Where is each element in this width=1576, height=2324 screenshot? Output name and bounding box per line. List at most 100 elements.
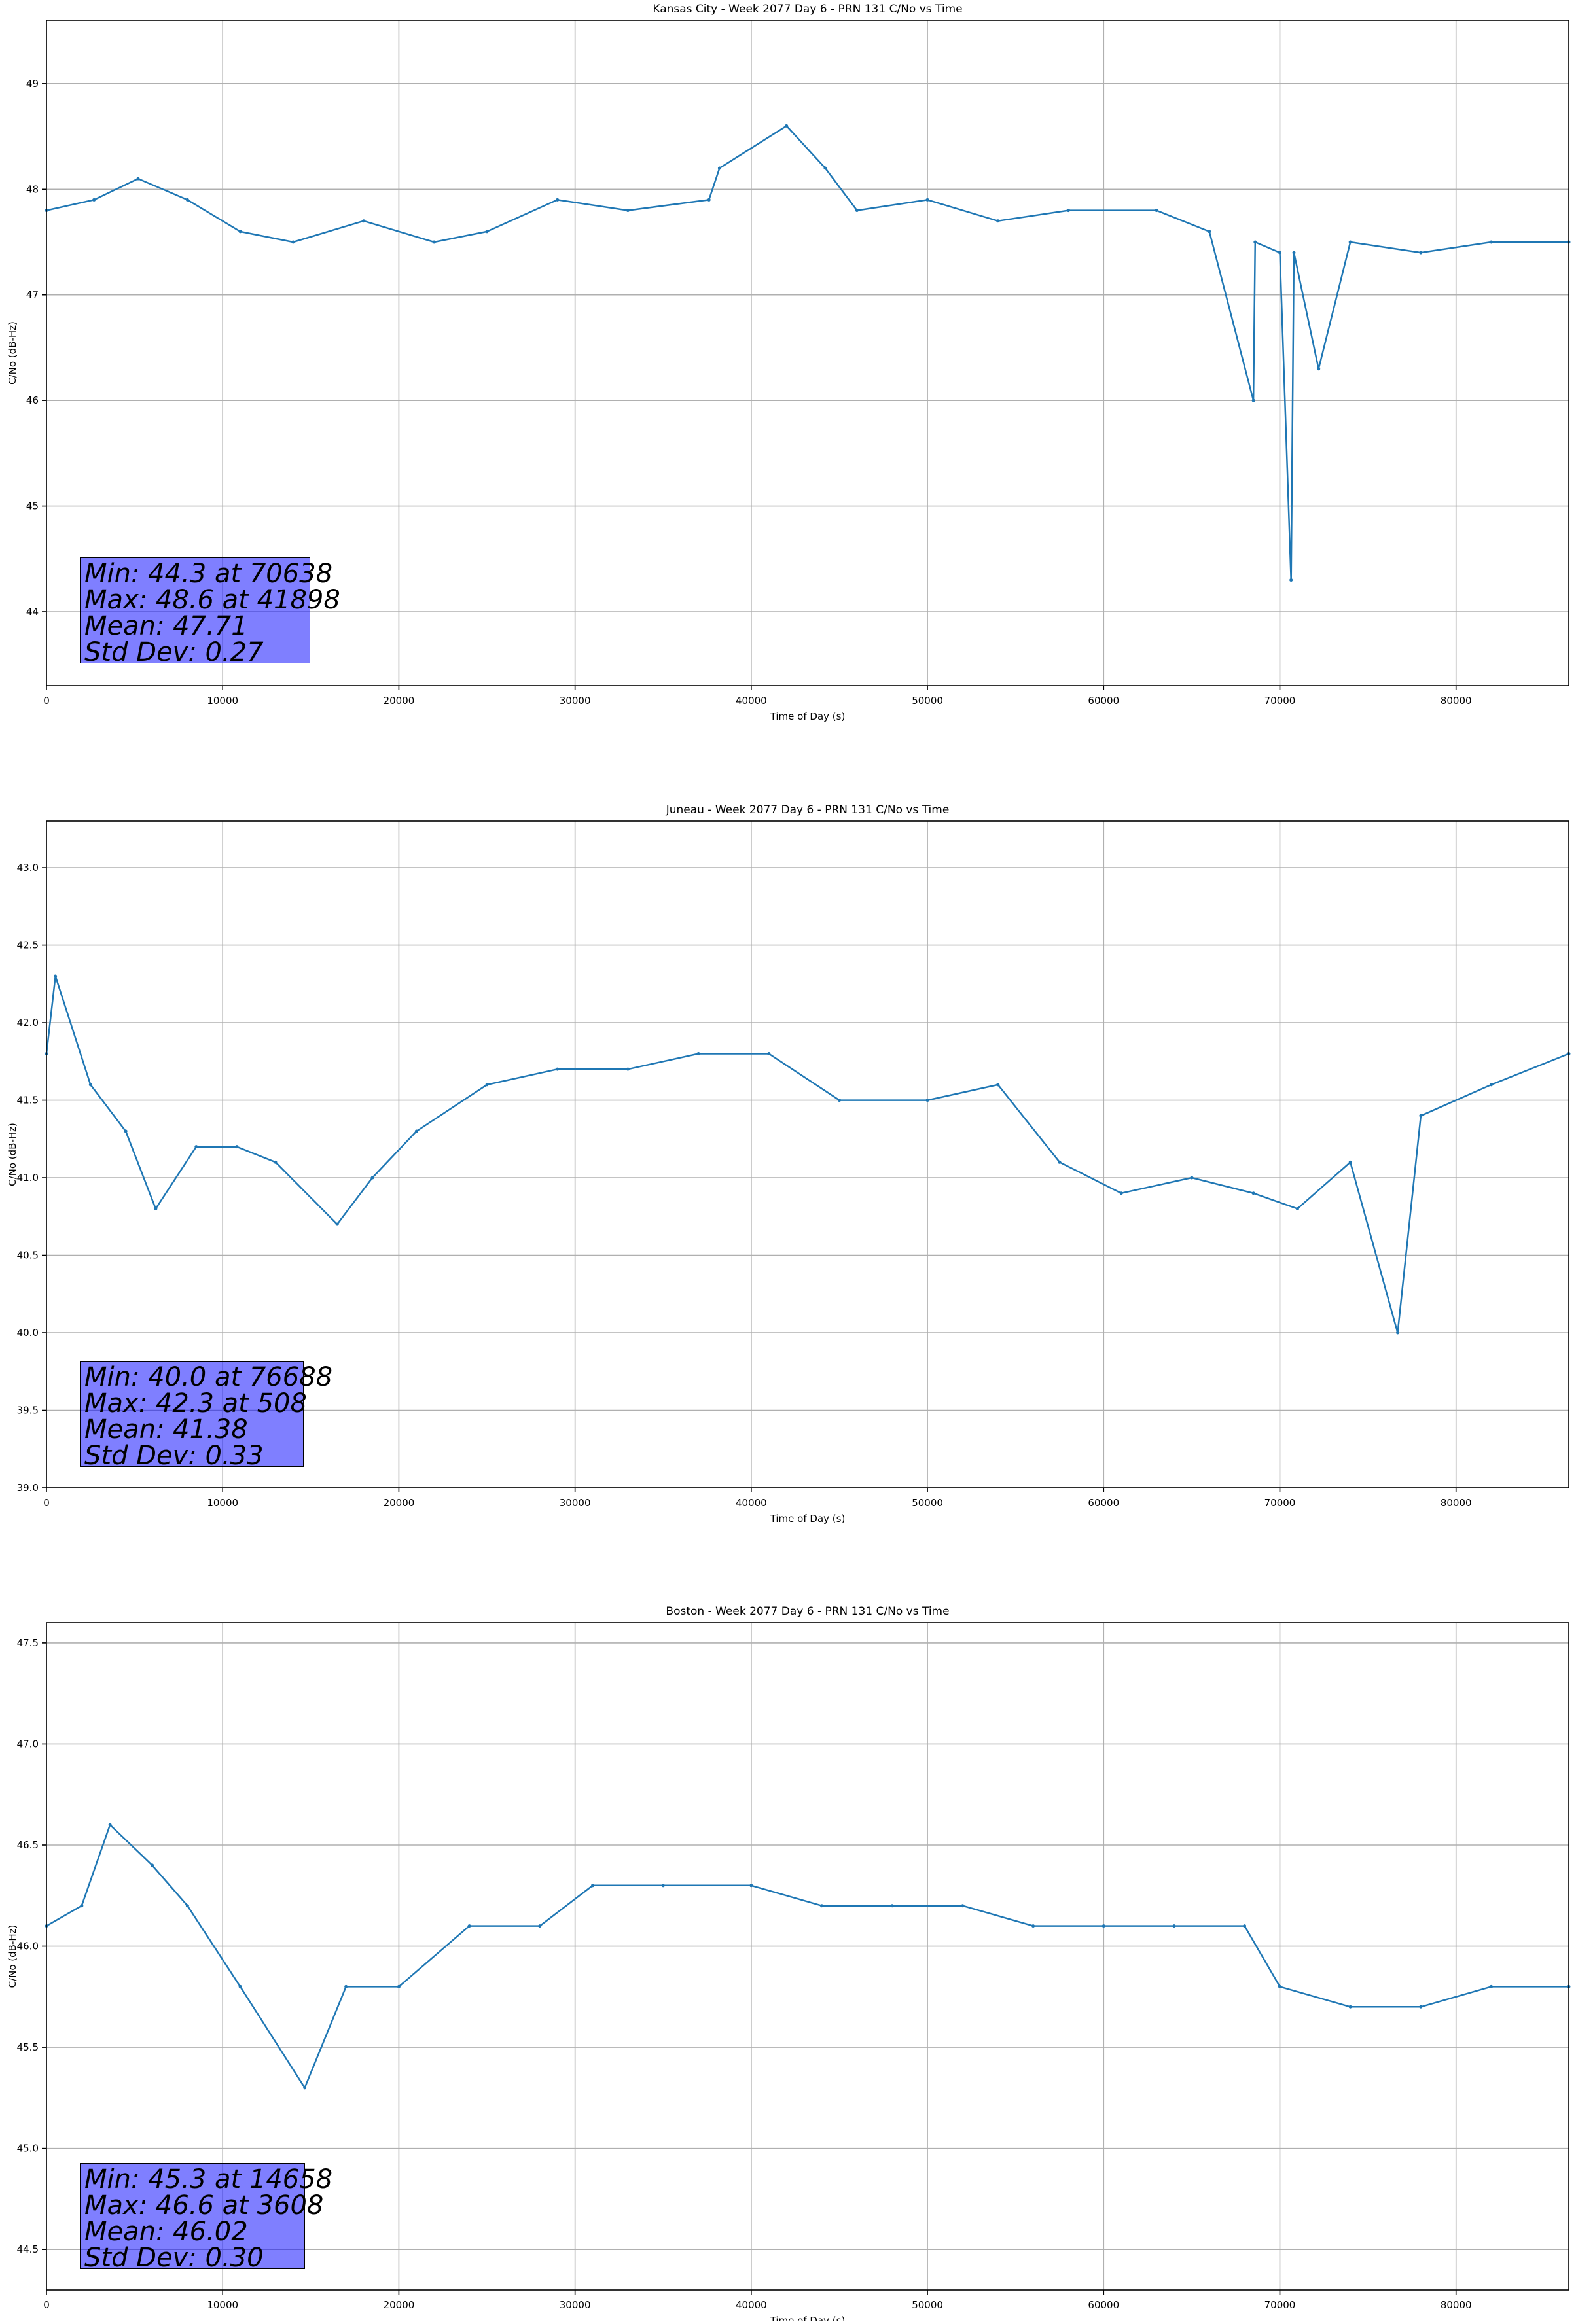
x-tick-label: 80000 xyxy=(1441,2299,1472,2311)
data-point xyxy=(485,230,489,234)
y-tick-label: 42.5 xyxy=(17,940,39,951)
x-tick-label: 20000 xyxy=(384,695,415,707)
data-point xyxy=(538,1924,542,1928)
data-point xyxy=(235,1145,239,1149)
chart-title: Juneau - Week 2077 Day 6 - PRN 131 C/No … xyxy=(666,803,950,817)
axes-frame xyxy=(46,20,1569,686)
y-tick-label: 42.0 xyxy=(17,1017,39,1029)
y-tick-label: 44.5 xyxy=(17,2244,39,2255)
data-point xyxy=(1243,1924,1247,1928)
stats-box-kansas-city: Min: 44.3 at 70638 Max: 48.6 at 41898 Me… xyxy=(80,557,340,667)
stats-mean: Mean: 47.71 xyxy=(84,611,248,641)
x-tick-label: 60000 xyxy=(1088,695,1119,707)
chart-juneau: 0 10000 20000 30000 40000 50000 60000 70000 8000… xyxy=(7,803,1571,1524)
data-point xyxy=(556,198,560,202)
data-point xyxy=(961,1904,965,1908)
axes-frame xyxy=(46,1622,1569,2291)
data-point xyxy=(1295,1206,1299,1210)
data-point xyxy=(303,2086,307,2090)
x-tick-label: 10000 xyxy=(207,1497,238,1509)
y-tick-label: 46 xyxy=(26,395,39,406)
data-point xyxy=(151,1863,154,1867)
stats-min: Min: 45.3 at 14658 xyxy=(84,2164,333,2194)
y-tick-label: 41.0 xyxy=(17,1172,39,1184)
data-point xyxy=(185,198,189,202)
stats-max: Max: 46.6 at 3608 xyxy=(84,2191,324,2221)
data-point xyxy=(274,1160,278,1164)
y-tick-label: 48 xyxy=(26,183,39,195)
data-point xyxy=(194,1145,198,1149)
data-point xyxy=(996,219,1000,223)
y-tick-label: 47.0 xyxy=(17,1738,39,1750)
y-tick-label: 43.0 xyxy=(17,862,39,873)
stats-box-juneau: Min: 40.0 at 76688 Max: 42.3 at 508 Mean… xyxy=(80,1361,333,1469)
stats-std-dev: Std Dev: 0.30 xyxy=(84,2243,264,2273)
stats-std-dev: Std Dev: 0.27 xyxy=(84,637,264,667)
y-axis-label: C/No (dB-Hz) xyxy=(7,1925,18,1988)
data-point xyxy=(1253,240,1257,244)
y-tick-label: 40.5 xyxy=(17,1250,39,1261)
data-point xyxy=(370,1176,374,1180)
data-point xyxy=(1155,209,1158,213)
data-point xyxy=(1251,398,1255,402)
stats-max: Max: 48.6 at 41898 xyxy=(84,585,340,615)
x-tick-label: 30000 xyxy=(560,2299,591,2311)
data-point xyxy=(626,1067,630,1071)
data-point xyxy=(1278,1984,1281,1988)
y-tick-label: 40.0 xyxy=(17,1327,39,1339)
data-point xyxy=(1172,1924,1176,1928)
data-point xyxy=(626,209,630,213)
x-tick-label: 40000 xyxy=(736,695,767,707)
data-point xyxy=(185,1904,189,1908)
data-point xyxy=(717,166,721,170)
data-point xyxy=(1419,251,1423,255)
y-tick-label: 47 xyxy=(26,289,39,301)
data-point xyxy=(1278,251,1281,255)
stats-box-boston: Min: 45.3 at 14658 Max: 46.6 at 3608 Mea… xyxy=(80,2163,333,2273)
data-point xyxy=(1348,1160,1352,1164)
x-tick-label: 50000 xyxy=(912,2299,943,2311)
data-point xyxy=(591,1884,595,1888)
series-line xyxy=(46,125,1569,581)
data-point xyxy=(1058,1160,1062,1164)
stats-min: Min: 44.3 at 70638 xyxy=(84,559,333,589)
y-tick-label: 45 xyxy=(26,501,39,512)
data-point xyxy=(1066,209,1070,213)
data-point xyxy=(1119,1191,1123,1195)
data-point xyxy=(92,198,96,202)
data-point xyxy=(556,1067,560,1071)
series-line xyxy=(45,975,1569,1334)
data-point xyxy=(397,1984,401,1988)
y-tick-label: 45.5 xyxy=(17,2041,39,2053)
x-tick-label: 10000 xyxy=(207,695,238,707)
x-tick-label: 50000 xyxy=(912,1497,943,1509)
x-tick-label: 40000 xyxy=(736,1497,767,1509)
chart-title: Boston - Week 2077 Day 6 - PRN 131 C/No … xyxy=(666,1605,949,1618)
data-point xyxy=(1348,2005,1352,2009)
stats-min: Min: 40.0 at 76688 xyxy=(84,1362,333,1392)
axes-frame xyxy=(46,820,1569,1488)
data-point xyxy=(1292,251,1296,255)
data-point xyxy=(823,166,827,170)
data-point xyxy=(124,1129,128,1133)
x-tick-label: 40000 xyxy=(736,2299,767,2311)
x-tick-label: 60000 xyxy=(1088,2299,1119,2311)
y-tick-label: 39.5 xyxy=(17,1405,39,1417)
y-tick-label: 39.0 xyxy=(17,1482,39,1494)
x-tick-label: 20000 xyxy=(384,2299,415,2311)
x-tick-label: 30000 xyxy=(560,1497,591,1509)
x-axis-label: Time of Day (s) xyxy=(770,2315,846,2321)
data-point xyxy=(855,209,859,213)
x-axis-label: Time of Day (s) xyxy=(770,711,846,722)
data-point xyxy=(1317,367,1321,371)
x-tick-label: 60000 xyxy=(1088,1497,1119,1509)
x-tick-label: 20000 xyxy=(384,1497,415,1509)
stats-max: Max: 42.3 at 508 xyxy=(84,1388,307,1418)
data-point xyxy=(925,198,929,202)
data-point xyxy=(432,240,436,244)
data-point xyxy=(820,1904,824,1908)
series-line xyxy=(46,1823,1569,2089)
data-point xyxy=(1419,2005,1423,2009)
y-tick-label: 49 xyxy=(26,78,39,90)
